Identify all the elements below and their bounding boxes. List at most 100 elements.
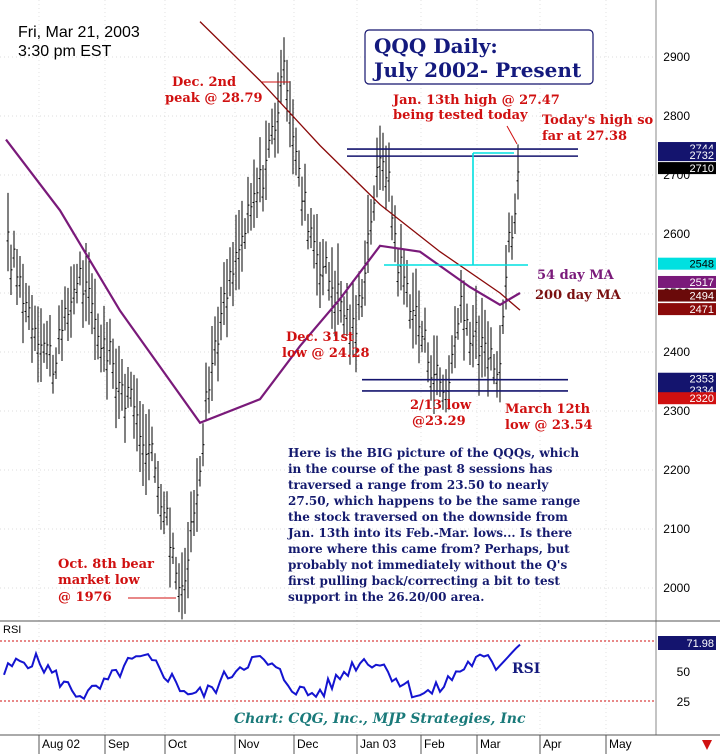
price-bar — [306, 213, 310, 250]
x-tick-label: Jan 03 — [360, 737, 396, 751]
price-bar — [267, 122, 271, 158]
price-bar — [174, 556, 178, 590]
price-bar — [471, 304, 475, 368]
price-bar — [60, 299, 64, 362]
x-tick-label: Feb — [424, 737, 445, 751]
price-bar — [372, 185, 376, 221]
price-bar — [270, 108, 274, 145]
commentary-line: support in the 26.20/00 area. — [288, 590, 484, 604]
rsi-line-label: RSI — [512, 661, 540, 677]
price-bar — [408, 294, 412, 329]
price-bar — [18, 256, 22, 298]
price-bar — [186, 521, 190, 599]
price-bar — [516, 144, 520, 200]
y-tick-label: 2200 — [663, 463, 690, 477]
price-bar — [30, 295, 34, 363]
price-bar — [66, 287, 70, 341]
title-box — [364, 29, 594, 85]
price-bar — [294, 127, 298, 176]
price-bar — [351, 280, 355, 358]
price-bar — [78, 251, 82, 286]
price-bar — [420, 320, 424, 353]
price-bar — [33, 305, 37, 352]
price-bar — [138, 401, 142, 472]
price-bar — [261, 165, 265, 212]
price-bar — [339, 280, 343, 323]
price-bar — [360, 278, 364, 317]
x-tick-label: May — [609, 737, 632, 751]
price-bar — [51, 354, 55, 394]
price-bar — [147, 409, 151, 481]
rsi-tick-75: 75 — [675, 635, 689, 649]
title-line2: July 2002- Present — [372, 58, 582, 82]
annotation-dec31-line1: Dec. 31st — [286, 330, 354, 345]
price-bar — [54, 347, 58, 380]
price-bar — [387, 142, 391, 202]
price-bar — [432, 335, 436, 415]
annotation-today-line1: Today's high so — [542, 113, 654, 128]
price-bar — [156, 461, 160, 514]
svg-text:2353: 2353 — [690, 374, 714, 386]
price-bar — [510, 215, 514, 260]
commentary-line: Jan. 13th into its Feb.-Mar. lows... Is … — [287, 526, 573, 540]
price-bar — [273, 102, 277, 158]
price-bar — [474, 285, 478, 360]
price-badge: 2517 — [658, 275, 716, 289]
price-bar — [411, 272, 415, 349]
price-bar — [183, 547, 187, 614]
svg-text:2320: 2320 — [690, 393, 714, 405]
price-bar — [141, 404, 145, 486]
price-bar — [426, 342, 430, 383]
grid — [0, 0, 656, 735]
svg-text:2494: 2494 — [690, 291, 714, 303]
price-bar — [264, 120, 268, 201]
price-bar — [252, 159, 256, 228]
commentary-line: in the course of the past 8 sessions has — [288, 462, 553, 476]
price-bar — [258, 137, 262, 203]
price-bar — [63, 286, 67, 331]
price-bar — [102, 305, 106, 372]
price-badge: 2320 — [658, 392, 716, 405]
svg-text:2517: 2517 — [690, 277, 714, 289]
price-bar — [450, 335, 454, 374]
price-bar — [39, 308, 43, 382]
price-bar — [129, 371, 133, 407]
price-bar — [345, 283, 349, 337]
rsi-line — [3, 643, 521, 701]
price-bar — [192, 490, 196, 536]
cyan-projection — [384, 152, 528, 266]
annotation-ma200: 200 day MA — [535, 288, 622, 303]
price-bar — [234, 214, 238, 291]
commentary: Here is the BIG picture of the QQQs, whi… — [287, 446, 581, 604]
price-bar — [342, 296, 346, 336]
price-badge: 2471 — [658, 303, 716, 316]
svg-text:2548: 2548 — [690, 259, 714, 271]
price-bar — [303, 163, 307, 221]
price-bar — [507, 212, 511, 253]
price-bar — [180, 552, 184, 620]
price-bar — [114, 348, 118, 429]
price-bar — [489, 327, 493, 371]
y-tick-label: 2600 — [663, 227, 690, 241]
rsi-value-badge — [658, 636, 716, 650]
price-bar — [117, 345, 121, 420]
price-bar — [390, 195, 394, 241]
scroll-arrow-icon[interactable] — [702, 740, 712, 750]
price-bar — [468, 321, 472, 365]
price-bar — [462, 280, 466, 361]
price-bar — [21, 263, 25, 344]
annotation-feb13-line2: @23.29 — [412, 414, 466, 429]
price-bar — [120, 359, 124, 411]
price-bar — [480, 297, 484, 378]
chart-credit: Chart: CQG, Inc., MJP Strategies, Inc — [234, 711, 526, 727]
price-bar — [9, 244, 13, 296]
x-tick-label: Sep — [108, 737, 130, 751]
price-bar — [24, 282, 28, 323]
price-bar — [402, 249, 406, 305]
price-bar — [459, 270, 463, 323]
price-bar — [513, 193, 517, 235]
price-bar — [132, 374, 136, 439]
price-badge: 2732 — [658, 149, 716, 162]
price-bar — [93, 278, 97, 361]
price-bar — [210, 325, 214, 401]
